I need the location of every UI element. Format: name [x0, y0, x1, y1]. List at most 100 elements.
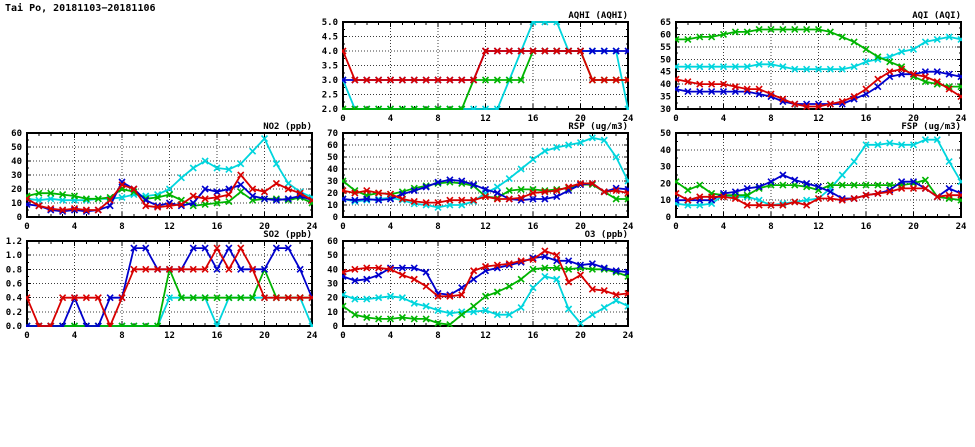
- axes-aqi: [675, 21, 962, 110]
- xtick-label: 20: [575, 114, 586, 124]
- xtick-label: 20: [575, 222, 586, 232]
- ytick-label: 20: [11, 185, 22, 195]
- series-cyan: [342, 272, 629, 327]
- ytick-label: 3.0: [322, 76, 338, 86]
- ytick-label: 40: [660, 80, 671, 90]
- ytick-label: 4.0: [322, 47, 338, 57]
- ytick-label: 70: [327, 129, 338, 139]
- ytick-label: 40: [327, 165, 338, 175]
- ytick-label: 50: [660, 55, 671, 65]
- ytick-label: 0.8: [6, 265, 22, 275]
- ytick-label: 60: [11, 129, 22, 139]
- axes-aqhi: [342, 21, 629, 110]
- axes-rsp: [342, 132, 629, 218]
- series-red: [342, 47, 629, 84]
- xtick-label: 24: [307, 222, 318, 232]
- labels-so2: 0.0 0.2 0.4 0.6 0.8 1.0 1.2 0 4 8 12 16 20 24 SO2 (ppb…: [6, 230, 318, 341]
- xtick-label: 20: [259, 331, 270, 341]
- xtick-label: 20: [908, 222, 919, 232]
- xtick-label: 16: [212, 222, 223, 232]
- ytick-label: 20: [327, 189, 338, 199]
- xtick-label: 16: [212, 331, 223, 341]
- chart-title-fsp: FSP (ug/m3): [901, 122, 961, 132]
- ytick-label: 45: [660, 68, 671, 78]
- ytick-label: 4.5: [322, 33, 338, 43]
- ytick-label: 10: [327, 201, 338, 211]
- chart-rsp: 0 10 20 30 40 50 60 70 0 4 8 12 16 20 24 RSP (ug/m3): [327, 122, 634, 232]
- ytick-label: 65: [660, 18, 671, 28]
- chart-title-so2: SO2 (ppb): [263, 230, 312, 240]
- xtick-label: 0: [24, 331, 29, 341]
- series-red: [342, 247, 629, 300]
- xtick-label: 16: [528, 114, 539, 124]
- series-red: [675, 184, 962, 209]
- xtick-label: 0: [340, 114, 345, 124]
- series-blue: [342, 253, 629, 299]
- series-red: [342, 179, 629, 207]
- labels-aqhi: 2.0 2.5 3.0 3.5 4.0 4.5 5.0 0 4 8 12 16 20 24 AQHI (AQ…: [322, 11, 634, 124]
- ytick-label: 1.2: [6, 237, 22, 247]
- xtick-label: 4: [388, 114, 394, 124]
- xtick-label: 12: [480, 114, 491, 124]
- series-cyan: [675, 33, 962, 73]
- chart-title-o3: O3 (ppb): [585, 230, 628, 240]
- ytick-label: 5.0: [322, 18, 338, 28]
- xtick-label: 4: [72, 331, 78, 341]
- ytick-label: 60: [660, 30, 671, 40]
- chart-aqi: 30 35 40 45 50 55 60 65 0 4 8 12 16 20 24 AQI (AQI): [660, 11, 967, 124]
- xtick-label: 16: [528, 331, 539, 341]
- ytick-label: 60: [327, 237, 338, 247]
- labels-no2: 0 10 20 30 40 50 60 0 4 8 12 16 20 24 NO2 (ppb): [11, 122, 318, 232]
- xtick-label: 24: [956, 222, 967, 232]
- xtick-label: 0: [673, 222, 678, 232]
- series-red: [26, 171, 313, 214]
- xtick-label: 8: [435, 222, 440, 232]
- ytick-label: 1.0: [6, 251, 22, 261]
- ytick-label: 0.2: [6, 308, 22, 318]
- xtick-label: 16: [861, 222, 872, 232]
- ytick-label: 10: [11, 199, 22, 209]
- ytick-label: 30: [660, 163, 671, 173]
- ytick-label: 55: [660, 43, 671, 53]
- series-green: [675, 25, 962, 91]
- xtick-label: 24: [623, 114, 634, 124]
- xtick-label: 12: [480, 222, 491, 232]
- xtick-label: 16: [528, 222, 539, 232]
- ytick-label: 60: [327, 141, 338, 151]
- ytick-label: 10: [327, 308, 338, 318]
- axes-o3: [342, 240, 629, 327]
- xtick-label: 20: [908, 114, 919, 124]
- ytick-label: 50: [327, 153, 338, 163]
- labels-aqi: 30 35 40 45 50 55 60 65 0 4 8 12 16 20 24 AQI (AQI): [660, 11, 967, 124]
- series-red: [675, 65, 962, 110]
- xtick-label: 8: [435, 331, 440, 341]
- ytick-label: 2.5: [322, 91, 338, 101]
- series-red: [26, 244, 313, 327]
- ytick-label: 30: [660, 105, 671, 115]
- chart-o3: 0 10 20 30 40 50 60 0 4 8 12 16 20 24 O3 (ppb): [327, 230, 634, 341]
- xtick-label: 0: [673, 114, 678, 124]
- xtick-label: 4: [72, 222, 78, 232]
- xtick-label: 8: [768, 222, 773, 232]
- ytick-label: 0: [333, 322, 338, 332]
- xtick-label: 24: [956, 114, 967, 124]
- xtick-label: 8: [435, 114, 440, 124]
- xtick-label: 0: [24, 222, 29, 232]
- ytick-label: 0.0: [6, 322, 22, 332]
- chart-title-rsp: RSP (ug/m3): [568, 122, 628, 132]
- ytick-label: 30: [11, 171, 22, 181]
- xtick-label: 8: [119, 331, 124, 341]
- ytick-label: 40: [660, 146, 671, 156]
- xtick-label: 8: [768, 114, 773, 124]
- ytick-label: 40: [11, 157, 22, 167]
- series-blue: [26, 178, 313, 215]
- ytick-label: 0: [17, 213, 22, 223]
- chart-so2: 0.0 0.2 0.4 0.6 0.8 1.0 1.2 0 4 8 12 16 20 24 SO2 (ppb…: [6, 230, 318, 341]
- xtick-label: 4: [388, 331, 394, 341]
- ytick-label: 0: [666, 213, 671, 223]
- chart-title-no2: NO2 (ppb): [263, 122, 312, 132]
- xtick-label: 4: [388, 222, 394, 232]
- ytick-label: 20: [327, 294, 338, 304]
